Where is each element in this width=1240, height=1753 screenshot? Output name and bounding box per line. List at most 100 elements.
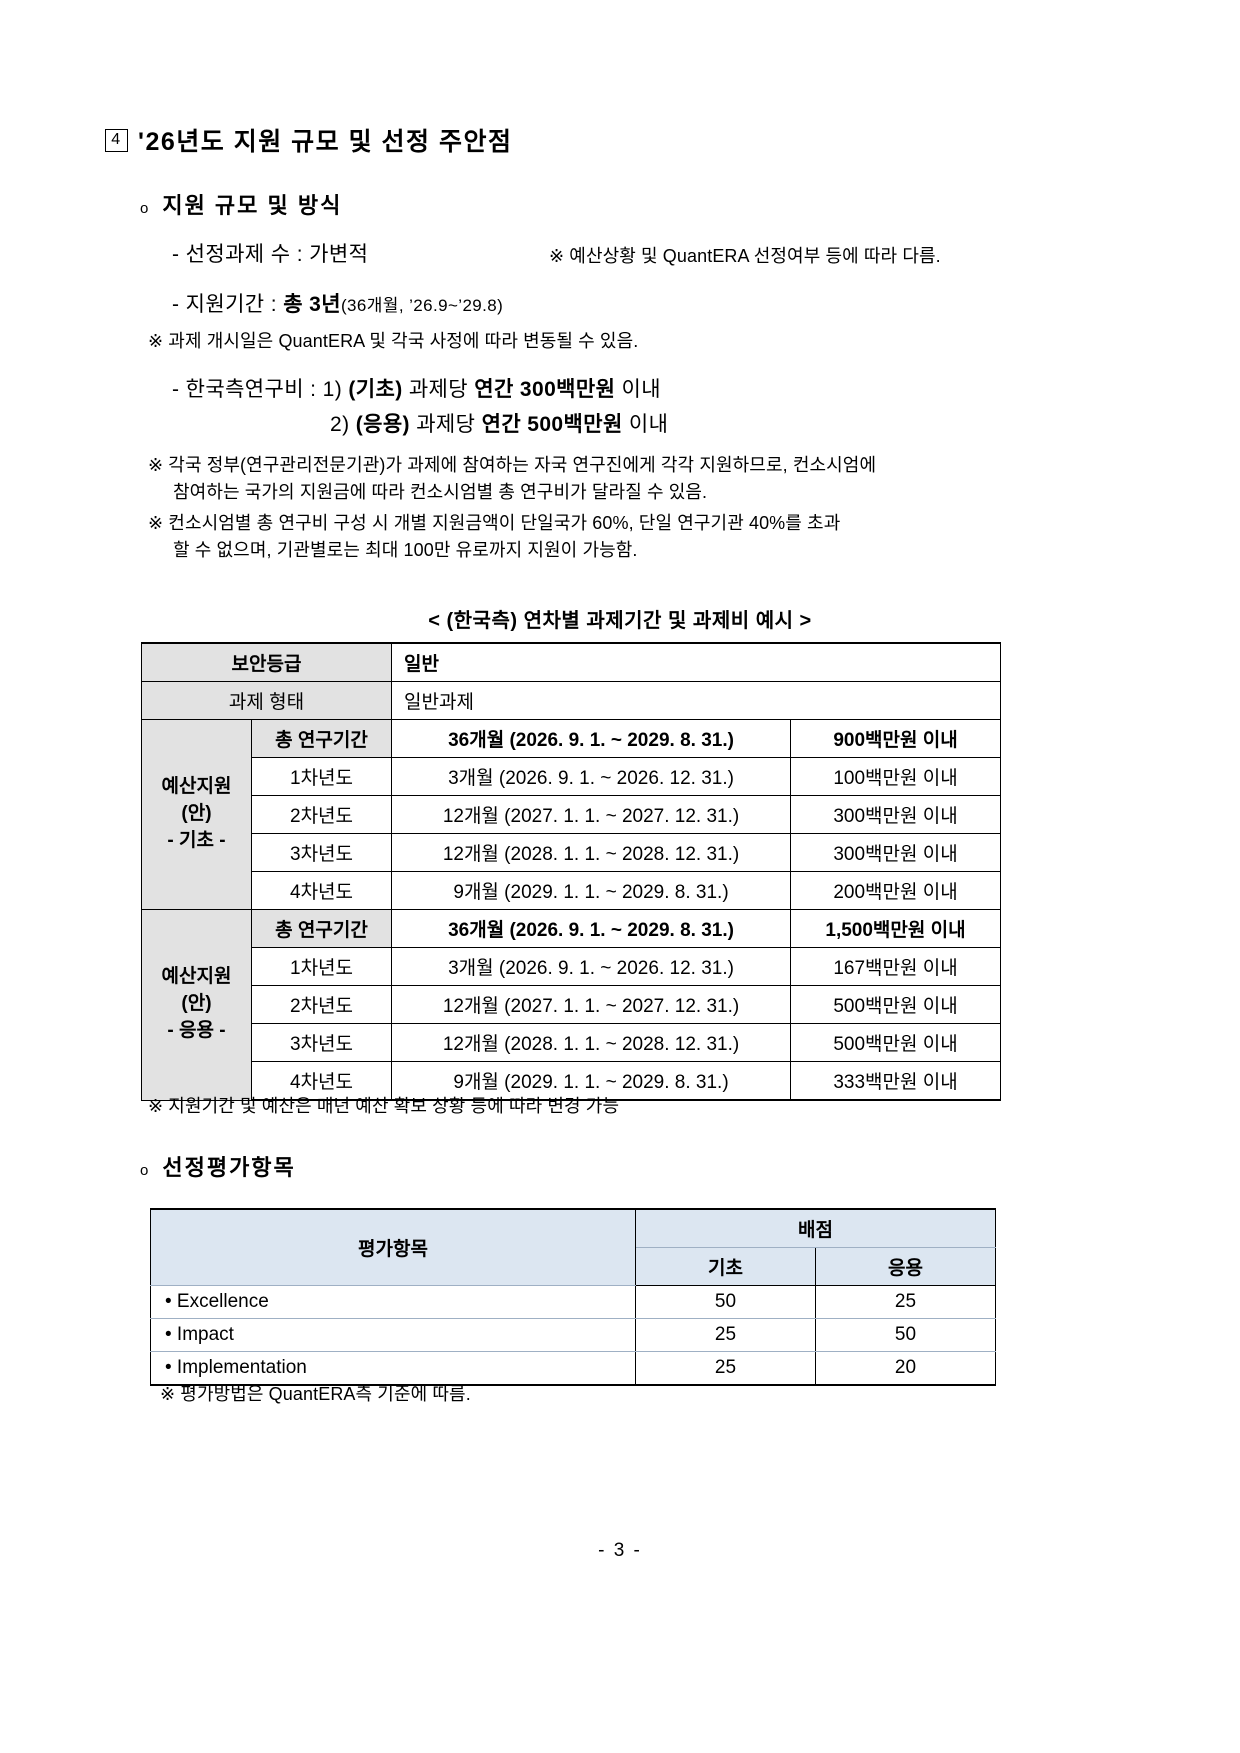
cell-group-label-applied: 예산지원 (안) - 응용 - [141, 909, 252, 1101]
group-label-basic-line3: - 기초 - [167, 829, 226, 851]
budget-table-caption-text: < (한국측) 연차별 과제기간 및 과제비 예시 > [428, 610, 812, 632]
line-selected-tasks-text: - 선정과제 수 : 가변적 [172, 243, 369, 266]
line-support-period-prefix: - 지원기간 : [172, 293, 284, 316]
cell-eval-applied-score: 50 [815, 1318, 996, 1352]
table-row: 2차년도 12개월 (2027. 1. 1. ~ 2027. 12. 31.) … [142, 985, 1002, 1024]
group-label-applied-line3: - 응용 - [167, 1020, 226, 1042]
table-row: 4차년도 9개월 (2029. 1. 1. ~ 2029. 8. 31.) 33… [142, 1061, 1002, 1101]
cell-period: 3개월 (2026. 9. 1. ~ 2026. 12. 31.) [391, 947, 792, 986]
cell-score-group-header: 배점 [635, 1208, 996, 1248]
group-label-basic-line1: 예산지원 [161, 776, 232, 798]
table-row: 3차년도 12개월 (2028. 1. 1. ~ 2028. 12. 31.) … [142, 1023, 1002, 1062]
cell-year: 총 연구기간 [250, 909, 393, 948]
cell-period: 9개월 (2029. 1. 1. ~ 2029. 8. 31.) [391, 871, 792, 910]
cell-amount: 900백만원 이내 [790, 719, 1002, 758]
cell-eval-item: • Excellence [150, 1285, 636, 1319]
note-government-funding-line1: ※ 각국 정부(연구관리전문기관)가 과제에 참여하는 자국 연구진에게 각각 … [148, 455, 877, 475]
cell-eval-basic-score: 25 [635, 1351, 816, 1386]
line-applied-prefix: 2) [330, 413, 356, 436]
note-selected-tasks: ※ 예산상황 및 QuantERA 선정여부 등에 따라 다름. [549, 242, 941, 268]
cell-amount: 300백만원 이내 [790, 833, 1002, 872]
line-support-period: - 지원기간 : 총 3년(36개월, ’26.9~’29.8) [172, 288, 503, 318]
cell-period: 12개월 (2028. 1. 1. ~ 2028. 12. 31.) [391, 1023, 792, 1062]
cell-period: 12개월 (2027. 1. 1. ~ 2027. 12. 31.) [391, 795, 792, 834]
cell-period: 3개월 (2026. 9. 1. ~ 2026. 12. 31.) [391, 757, 792, 796]
cell-task-type-label: 과제 형태 [140, 681, 393, 720]
cell-eval-item-header: 평가항목 [150, 1208, 636, 1286]
note-consortium-limit: ※ 컨소시엄별 총 연구비 구성 시 개별 지원금액이 단일국가 60%, 단일… [148, 510, 840, 565]
budget-table-caption: < (한국측) 연차별 과제기간 및 과제비 예시 > [0, 604, 1240, 633]
cell-eval-applied-score: 20 [815, 1351, 996, 1386]
table-row: 4차년도 9개월 (2029. 1. 1. ~ 2029. 8. 31.) 20… [142, 871, 1002, 910]
table-row: 예산지원 (안) - 기초 - 총 연구기간 36개월 (2026. 9. 1.… [141, 719, 1002, 910]
cell-amount: 1,500백만원 이내 [790, 909, 1002, 948]
note-evaluation-method-text: ※ 평가방법은 QuantERA측 기준에 따름. [160, 1384, 471, 1404]
cell-task-type-value: 일반과제 [391, 681, 1002, 720]
line-applied-mid: 과제당 [409, 413, 482, 436]
cell-year: 4차년도 [250, 1061, 393, 1101]
note-government-funding: ※ 각국 정부(연구관리전문기관)가 과제에 참여하는 자국 연구진에게 각각 … [148, 452, 876, 507]
note-budget-change: ※ 지원기간 및 예산은 매년 예산 확보 상황 등에 따라 변경 가능 [148, 1092, 619, 1118]
group-label-basic-line2: (안) [181, 803, 212, 825]
table-row-security: 보안등급 일반 [140, 642, 1002, 682]
circle-marker-icon: o [140, 200, 151, 217]
cell-period: 36개월 (2026. 9. 1. ~ 2029. 8. 31.) [391, 909, 792, 948]
cell-period: 9개월 (2029. 1. 1. ~ 2029. 8. 31.) [391, 1061, 792, 1101]
cell-security-value: 일반 [391, 642, 1002, 682]
table-row: 3차년도 12개월 (2028. 1. 1. ~ 2028. 12. 31.) … [142, 833, 1002, 872]
cell-security-label: 보안등급 [140, 642, 393, 682]
cell-period: 36개월 (2026. 9. 1. ~ 2029. 8. 31.) [391, 719, 792, 758]
table-row: 2차년도 12개월 (2027. 1. 1. ~ 2027. 12. 31.) … [142, 795, 1002, 834]
cell-eval-applied-score: 25 [815, 1285, 996, 1319]
line-applied-suffix: 이내 [622, 413, 669, 436]
subheading-support-scale: o 지원 규모 및 방식 [140, 188, 342, 220]
line-support-period-bold: 총 3년 [283, 293, 341, 316]
table-row: 예산지원 (안) - 응용 - 총 연구기간 36개월 (2026. 9. 1.… [141, 909, 1002, 1101]
cell-year: 2차년도 [250, 795, 393, 834]
cell-eval-basic-score: 50 [635, 1285, 816, 1319]
table-row-task-type: 과제 형태 일반과제 [140, 681, 1002, 720]
subheading-evaluation-items-label: 선정평가항목 [162, 1155, 296, 1180]
line-korea-budget-applied: 2) (응용) 과제당 연간 500백만원 이내 [330, 408, 668, 438]
note-consortium-limit-line2: 할 수 없으며, 기관별로는 최대 100만 유로까지 지원이 가능함. [173, 540, 638, 561]
cell-amount: 200백만원 이내 [790, 871, 1002, 910]
amount-applied-annual: 연간 500백만원 [481, 413, 623, 436]
table-row: • Impact 25 50 [150, 1318, 996, 1352]
section-number-box: 4 [105, 128, 128, 152]
label-applied-type: (응용) [355, 413, 410, 436]
note-consortium-limit-line1: ※ 컨소시엄별 총 연구비 구성 시 개별 지원금액이 단일국가 60%, 단일… [148, 513, 841, 533]
cell-period: 12개월 (2027. 1. 1. ~ 2027. 12. 31.) [391, 985, 792, 1024]
cell-year: 4차년도 [250, 871, 393, 910]
group-label-applied-line2: (안) [181, 993, 212, 1015]
subheading-support-scale-label: 지원 규모 및 방식 [162, 193, 343, 218]
cell-year: 3차년도 [250, 1023, 393, 1062]
cell-amount: 500백만원 이내 [790, 985, 1002, 1024]
cell-year: 2차년도 [250, 985, 393, 1024]
table-row: 1차년도 3개월 (2026. 9. 1. ~ 2026. 12. 31.) 1… [142, 757, 1002, 796]
table-row: • Implementation 25 20 [150, 1351, 996, 1386]
subheading-evaluation-items: o 선정평가항목 [140, 1150, 296, 1182]
line-korea-budget-basic: - 한국측연구비 : 1) (기초) 과제당 연간 300백만원 이내 [172, 373, 661, 403]
cell-eval-basic-score: 25 [635, 1318, 816, 1352]
note-evaluation-method: ※ 평가방법은 QuantERA측 기준에 따름. [160, 1380, 471, 1406]
line-selected-tasks: - 선정과제 수 : 가변적 [172, 238, 368, 268]
cell-amount: 300백만원 이내 [790, 795, 1002, 834]
label-basic-type: (기초) [348, 378, 403, 401]
cell-amount: 100백만원 이내 [790, 757, 1002, 796]
note-selected-tasks-text: ※ 예산상황 및 QuantERA 선정여부 등에 따라 다름. [549, 246, 941, 266]
note-government-funding-line2: 참여하는 국가의 지원금에 따라 컨소시엄별 총 연구비가 달라질 수 있음. [173, 482, 708, 503]
table-header-row: 평가항목 배점 [150, 1208, 996, 1286]
budget-table: 보안등급 일반 과제 형태 일반과제 예산지원 (안) - 기초 - 총 연구기… [140, 642, 1002, 1101]
cell-applied-header: 응용 [815, 1247, 996, 1286]
table-row: 1차년도 3개월 (2026. 9. 1. ~ 2026. 12. 31.) 1… [142, 947, 1002, 986]
section-title-text: '26년도 지원 규모 및 선정 주안점 [138, 128, 513, 156]
cell-period: 12개월 (2028. 1. 1. ~ 2028. 12. 31.) [391, 833, 792, 872]
amount-basic-annual: 연간 300백만원 [474, 378, 616, 401]
line-korea-budget-prefix: - 한국측연구비 : 1) [172, 378, 349, 401]
cell-amount: 333백만원 이내 [790, 1061, 1002, 1101]
group-label-applied-line1: 예산지원 [161, 966, 232, 988]
table-subheader-row: 기초 응용 [151, 1247, 996, 1286]
cell-basic-header: 기초 [635, 1247, 816, 1286]
cell-amount: 167백만원 이내 [790, 947, 1002, 986]
